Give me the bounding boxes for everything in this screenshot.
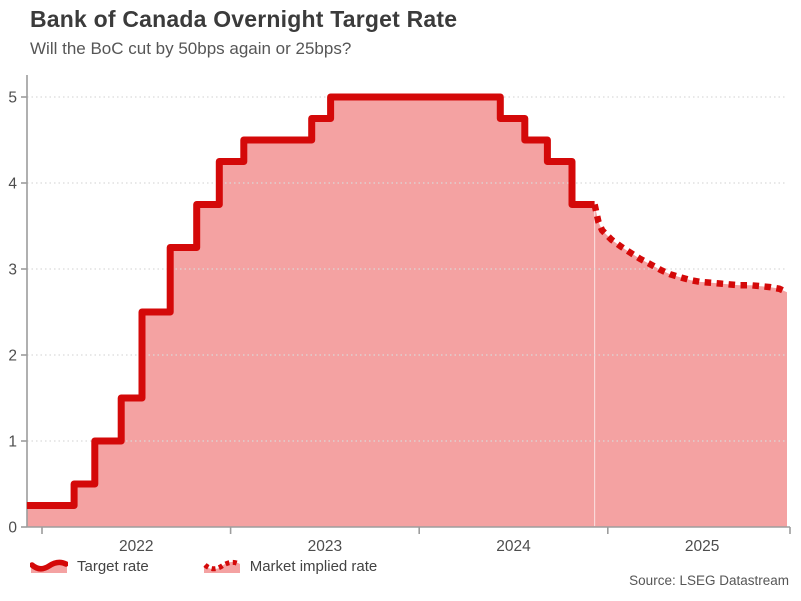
legend-item-market-implied-rate: Market implied rate — [203, 557, 378, 575]
dotted-line-swatch-icon — [203, 559, 240, 573]
legend-label: Target rate — [77, 557, 149, 575]
chart-subtitle: Will the BoC cut by 50bps again or 25bps… — [30, 39, 352, 58]
svg-text:3: 3 — [8, 262, 17, 279]
chart-title: Bank of Canada Overnight Target Rate — [30, 6, 458, 32]
source-attribution: Source: LSEG Datastream — [629, 573, 789, 588]
solid-line-swatch-icon — [30, 559, 68, 573]
legend-item-target-rate: Target rate — [30, 557, 149, 575]
svg-text:2: 2 — [8, 348, 17, 365]
svg-text:0: 0 — [8, 520, 17, 537]
svg-text:2022: 2022 — [119, 538, 153, 555]
chart-legend: Target rate Market implied rate — [30, 557, 377, 575]
svg-text:2024: 2024 — [496, 538, 531, 555]
svg-text:2025: 2025 — [685, 538, 719, 555]
svg-text:1: 1 — [8, 434, 17, 451]
svg-text:2023: 2023 — [308, 538, 342, 555]
svg-text:4: 4 — [8, 176, 17, 193]
svg-text:5: 5 — [8, 90, 17, 107]
legend-label: Market implied rate — [249, 557, 378, 575]
